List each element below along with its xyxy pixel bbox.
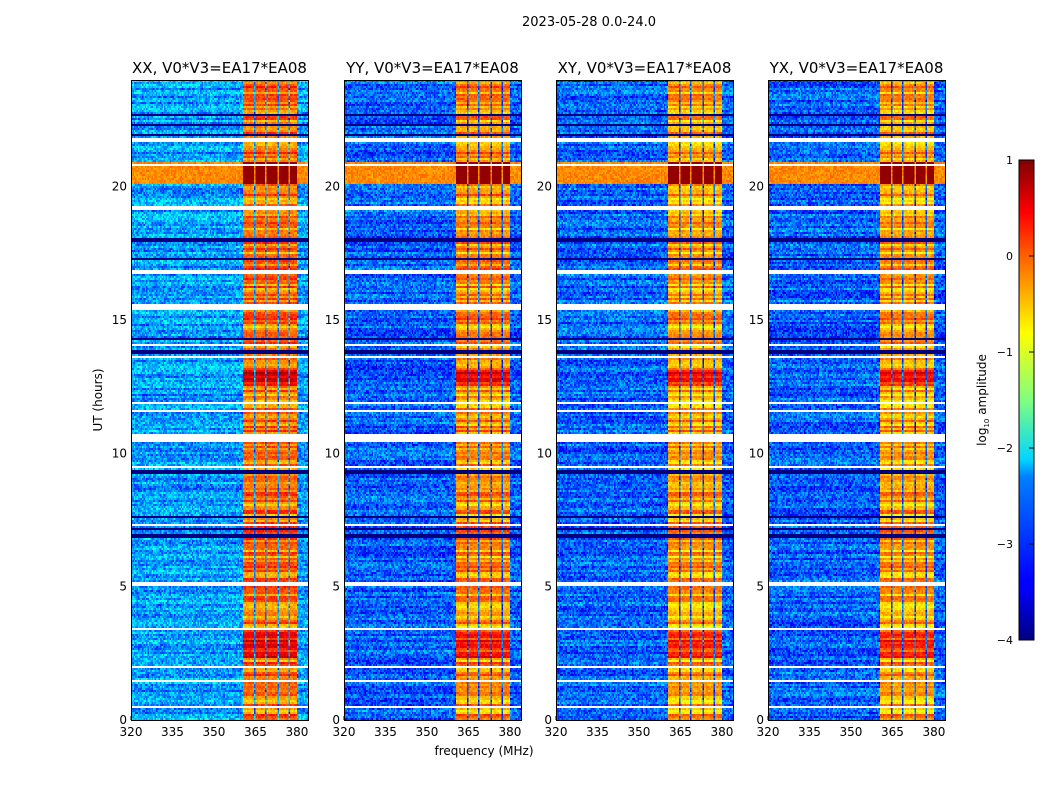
y-tick-label: 20 [112, 180, 127, 194]
x-tick-label: 365 [457, 725, 480, 739]
y-tick-label: 0 [332, 713, 340, 727]
colorbar-tick-label: −4 [997, 634, 1013, 647]
x-tick-label: 335 [798, 725, 821, 739]
y-tick-label: 10 [537, 446, 552, 460]
x-tick-label: 350 [203, 725, 226, 739]
y-tick-label: 20 [325, 180, 340, 194]
colorbar-tick-label: 1 [1006, 154, 1013, 167]
colorbar-tick-label: −1 [997, 346, 1013, 359]
y-tick-label: 5 [119, 580, 127, 594]
panel-0: XX, V0*V3=EA17*EA08 320 335 350 365 380 0 5 10 15… [112, 59, 309, 739]
panel-1: YY, V0*V3=EA17*EA08 320 335 350 365 380 0 5 10 15… [325, 59, 522, 739]
y-tick-label: 10 [325, 446, 340, 460]
x-tick-label: 335 [586, 725, 609, 739]
x-tick-label: 350 [840, 725, 863, 739]
x-tick-label: 320 [757, 725, 780, 739]
spectrogram-3 [768, 80, 945, 720]
y-tick-label: 5 [756, 580, 764, 594]
y-tick-label: 5 [332, 580, 340, 594]
panel-3: YX, V0*V3=EA17*EA08 320 335 350 365 380 0 5 10 15… [749, 59, 946, 739]
y-axis-label: UT (hours) [91, 368, 105, 431]
y-tick-label: 5 [544, 580, 552, 594]
panel-title: YY, V0*V3=EA17*EA08 [345, 59, 519, 77]
colorbar-tick-label: −2 [997, 442, 1013, 455]
y-tick-label: 15 [112, 313, 127, 327]
axes-frame [556, 80, 734, 721]
x-tick-label: 380 [498, 725, 521, 739]
x-tick-label: 350 [416, 725, 439, 739]
panel-title: YX, V0*V3=EA17*EA08 [769, 59, 944, 77]
y-tick-label: 20 [537, 180, 552, 194]
x-tick-label: 380 [285, 725, 308, 739]
x-tick-label: 350 [628, 725, 651, 739]
x-tick-label: 320 [333, 725, 356, 739]
x-tick-label: 365 [669, 725, 692, 739]
x-tick-label: 380 [922, 725, 945, 739]
figure-title: 2023-05-28 0.0-24.0 [522, 15, 656, 30]
panel-2: XY, V0*V3=EA17*EA08 320 335 350 365 380 0 5 10 15… [537, 59, 734, 739]
spectrogram-0 [131, 80, 308, 720]
panel-title: XY, V0*V3=EA17*EA08 [558, 59, 732, 77]
x-tick-label: 380 [710, 725, 733, 739]
x-tick-label: 335 [374, 725, 397, 739]
colorbar [1018, 159, 1035, 641]
x-tick-label: 320 [545, 725, 568, 739]
axes-frame [131, 80, 309, 721]
y-tick-label: 0 [756, 713, 764, 727]
x-tick-label: 320 [120, 725, 143, 739]
x-tick-label: 365 [881, 725, 904, 739]
y-tick-label: 15 [537, 313, 552, 327]
colorbar-tick-label: −3 [997, 538, 1013, 551]
y-tick-label: 10 [112, 446, 127, 460]
x-tick-label: 335 [161, 725, 184, 739]
spectrogram-2 [556, 80, 733, 720]
y-tick-label: 20 [749, 180, 764, 194]
y-tick-label: 0 [544, 713, 552, 727]
axes-frame [768, 80, 946, 721]
x-axis-label: frequency (MHz) [434, 744, 533, 758]
y-tick-label: 10 [749, 446, 764, 460]
colorbar-tick-label: 0 [1006, 250, 1013, 263]
spectrogram-1 [344, 80, 521, 720]
y-tick-label: 0 [119, 713, 127, 727]
y-tick-label: 15 [325, 313, 340, 327]
x-tick-label: 365 [244, 725, 267, 739]
y-tick-label: 15 [749, 313, 764, 327]
panel-title: XX, V0*V3=EA17*EA08 [132, 59, 307, 77]
axes-frame [344, 80, 522, 721]
colorbar-label: log10 amplitude [975, 354, 991, 446]
